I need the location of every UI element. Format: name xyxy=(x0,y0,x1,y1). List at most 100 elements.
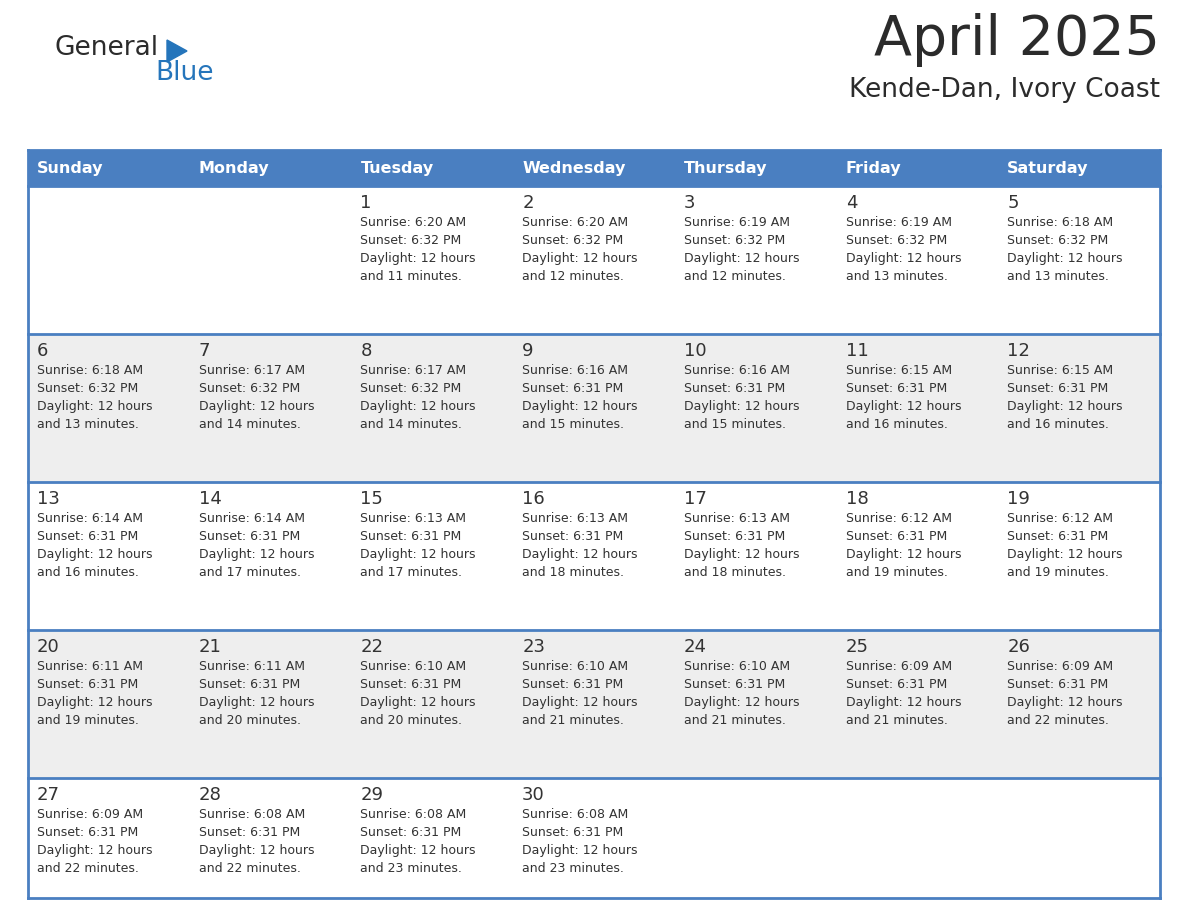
Text: Wednesday: Wednesday xyxy=(523,161,626,175)
Text: and 18 minutes.: and 18 minutes. xyxy=(684,566,785,579)
Text: and 23 minutes.: and 23 minutes. xyxy=(523,862,624,875)
Text: and 17 minutes.: and 17 minutes. xyxy=(360,566,462,579)
Text: Friday: Friday xyxy=(846,161,902,175)
Text: Sunset: 6:32 PM: Sunset: 6:32 PM xyxy=(198,382,299,395)
Text: Sunset: 6:31 PM: Sunset: 6:31 PM xyxy=(846,382,947,395)
Text: 23: 23 xyxy=(523,638,545,656)
Text: 13: 13 xyxy=(37,490,59,508)
Text: and 13 minutes.: and 13 minutes. xyxy=(37,418,139,431)
Text: 19: 19 xyxy=(1007,490,1030,508)
Text: Sunrise: 6:13 AM: Sunrise: 6:13 AM xyxy=(523,512,628,525)
Text: Daylight: 12 hours: Daylight: 12 hours xyxy=(198,400,314,413)
Text: 15: 15 xyxy=(360,490,384,508)
Text: Sunset: 6:31 PM: Sunset: 6:31 PM xyxy=(684,382,785,395)
Text: Daylight: 12 hours: Daylight: 12 hours xyxy=(684,548,800,561)
Text: and 14 minutes.: and 14 minutes. xyxy=(360,418,462,431)
Text: and 11 minutes.: and 11 minutes. xyxy=(360,270,462,283)
Text: 5: 5 xyxy=(1007,194,1019,212)
Text: 29: 29 xyxy=(360,786,384,804)
Text: General: General xyxy=(55,35,159,61)
Text: Sunset: 6:31 PM: Sunset: 6:31 PM xyxy=(523,530,624,543)
Text: Sunrise: 6:16 AM: Sunrise: 6:16 AM xyxy=(684,364,790,377)
Text: Daylight: 12 hours: Daylight: 12 hours xyxy=(684,696,800,709)
Text: Sunset: 6:31 PM: Sunset: 6:31 PM xyxy=(37,678,138,691)
Text: 1: 1 xyxy=(360,194,372,212)
Text: Sunrise: 6:18 AM: Sunrise: 6:18 AM xyxy=(1007,216,1113,229)
Text: 17: 17 xyxy=(684,490,707,508)
Text: 18: 18 xyxy=(846,490,868,508)
Text: Thursday: Thursday xyxy=(684,161,767,175)
Text: and 20 minutes.: and 20 minutes. xyxy=(198,714,301,727)
Text: and 13 minutes.: and 13 minutes. xyxy=(1007,270,1110,283)
Text: Sunrise: 6:11 AM: Sunrise: 6:11 AM xyxy=(198,660,304,673)
Text: 8: 8 xyxy=(360,342,372,360)
Text: Sunset: 6:31 PM: Sunset: 6:31 PM xyxy=(684,678,785,691)
Text: Daylight: 12 hours: Daylight: 12 hours xyxy=(360,548,476,561)
Text: Sunrise: 6:14 AM: Sunrise: 6:14 AM xyxy=(198,512,304,525)
Text: Sunrise: 6:08 AM: Sunrise: 6:08 AM xyxy=(198,808,305,821)
Text: Daylight: 12 hours: Daylight: 12 hours xyxy=(37,548,152,561)
Text: Sunrise: 6:12 AM: Sunrise: 6:12 AM xyxy=(1007,512,1113,525)
Text: Sunset: 6:31 PM: Sunset: 6:31 PM xyxy=(684,530,785,543)
Text: and 20 minutes.: and 20 minutes. xyxy=(360,714,462,727)
Text: and 14 minutes.: and 14 minutes. xyxy=(198,418,301,431)
Text: and 22 minutes.: and 22 minutes. xyxy=(37,862,139,875)
Text: and 16 minutes.: and 16 minutes. xyxy=(37,566,139,579)
Text: 27: 27 xyxy=(37,786,61,804)
Text: Sunset: 6:31 PM: Sunset: 6:31 PM xyxy=(523,382,624,395)
Text: Sunrise: 6:15 AM: Sunrise: 6:15 AM xyxy=(1007,364,1113,377)
Bar xyxy=(29,150,1159,186)
Text: Sunrise: 6:17 AM: Sunrise: 6:17 AM xyxy=(360,364,467,377)
Text: Daylight: 12 hours: Daylight: 12 hours xyxy=(846,400,961,413)
Text: Daylight: 12 hours: Daylight: 12 hours xyxy=(1007,548,1123,561)
Text: Sunset: 6:31 PM: Sunset: 6:31 PM xyxy=(360,826,462,839)
Text: Sunset: 6:31 PM: Sunset: 6:31 PM xyxy=(1007,678,1108,691)
Text: Sunset: 6:31 PM: Sunset: 6:31 PM xyxy=(37,826,138,839)
Text: Sunrise: 6:12 AM: Sunrise: 6:12 AM xyxy=(846,512,952,525)
Text: and 15 minutes.: and 15 minutes. xyxy=(523,418,624,431)
Bar xyxy=(29,482,1159,630)
Text: 6: 6 xyxy=(37,342,49,360)
Bar xyxy=(29,334,1159,482)
Text: and 21 minutes.: and 21 minutes. xyxy=(684,714,785,727)
Text: Sunset: 6:31 PM: Sunset: 6:31 PM xyxy=(523,678,624,691)
Text: Sunset: 6:31 PM: Sunset: 6:31 PM xyxy=(1007,530,1108,543)
Text: Daylight: 12 hours: Daylight: 12 hours xyxy=(360,696,476,709)
Text: Sunrise: 6:08 AM: Sunrise: 6:08 AM xyxy=(360,808,467,821)
Text: Monday: Monday xyxy=(198,161,270,175)
Text: Daylight: 12 hours: Daylight: 12 hours xyxy=(523,844,638,857)
Text: Sunrise: 6:13 AM: Sunrise: 6:13 AM xyxy=(684,512,790,525)
Text: Sunrise: 6:10 AM: Sunrise: 6:10 AM xyxy=(684,660,790,673)
Polygon shape xyxy=(168,40,187,62)
Text: Sunrise: 6:09 AM: Sunrise: 6:09 AM xyxy=(846,660,952,673)
Text: Daylight: 12 hours: Daylight: 12 hours xyxy=(523,696,638,709)
Text: and 12 minutes.: and 12 minutes. xyxy=(523,270,624,283)
Text: Sunrise: 6:20 AM: Sunrise: 6:20 AM xyxy=(360,216,467,229)
Text: 12: 12 xyxy=(1007,342,1030,360)
Text: Sunrise: 6:20 AM: Sunrise: 6:20 AM xyxy=(523,216,628,229)
Text: Sunrise: 6:17 AM: Sunrise: 6:17 AM xyxy=(198,364,305,377)
Text: Daylight: 12 hours: Daylight: 12 hours xyxy=(37,400,152,413)
Text: and 13 minutes.: and 13 minutes. xyxy=(846,270,948,283)
Text: 20: 20 xyxy=(37,638,59,656)
Text: Daylight: 12 hours: Daylight: 12 hours xyxy=(523,252,638,265)
Text: and 15 minutes.: and 15 minutes. xyxy=(684,418,785,431)
Text: Daylight: 12 hours: Daylight: 12 hours xyxy=(846,548,961,561)
Text: 16: 16 xyxy=(523,490,545,508)
Text: Daylight: 12 hours: Daylight: 12 hours xyxy=(360,844,476,857)
Text: Sunset: 6:32 PM: Sunset: 6:32 PM xyxy=(360,234,462,247)
Text: 3: 3 xyxy=(684,194,695,212)
Text: 24: 24 xyxy=(684,638,707,656)
Text: 22: 22 xyxy=(360,638,384,656)
Text: Daylight: 12 hours: Daylight: 12 hours xyxy=(846,696,961,709)
Text: Tuesday: Tuesday xyxy=(360,161,434,175)
Text: Daylight: 12 hours: Daylight: 12 hours xyxy=(37,696,152,709)
Text: and 17 minutes.: and 17 minutes. xyxy=(198,566,301,579)
Text: Kende-Dan, Ivory Coast: Kende-Dan, Ivory Coast xyxy=(849,77,1159,103)
Text: Sunset: 6:31 PM: Sunset: 6:31 PM xyxy=(198,530,299,543)
Text: Sunset: 6:31 PM: Sunset: 6:31 PM xyxy=(523,826,624,839)
Text: Sunset: 6:31 PM: Sunset: 6:31 PM xyxy=(1007,382,1108,395)
Text: Sunrise: 6:10 AM: Sunrise: 6:10 AM xyxy=(523,660,628,673)
Text: 10: 10 xyxy=(684,342,707,360)
Text: Sunrise: 6:19 AM: Sunrise: 6:19 AM xyxy=(684,216,790,229)
